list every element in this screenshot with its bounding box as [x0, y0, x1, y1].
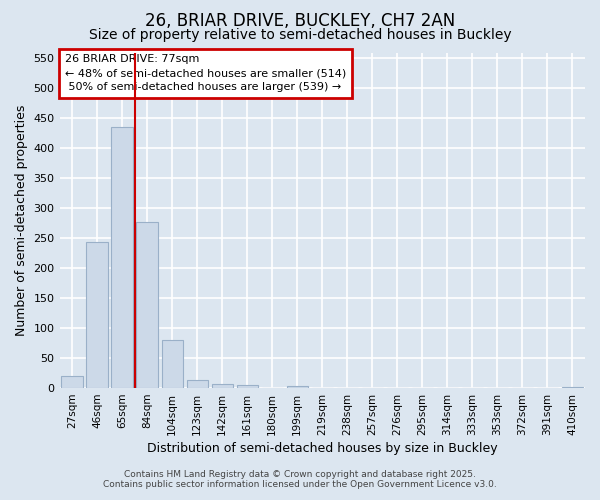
Text: 26, BRIAR DRIVE, BUCKLEY, CH7 2AN: 26, BRIAR DRIVE, BUCKLEY, CH7 2AN — [145, 12, 455, 30]
X-axis label: Distribution of semi-detached houses by size in Buckley: Distribution of semi-detached houses by … — [147, 442, 497, 455]
Bar — [112, 128, 133, 388]
Bar — [136, 222, 158, 388]
Bar — [86, 242, 108, 388]
Text: Size of property relative to semi-detached houses in Buckley: Size of property relative to semi-detach… — [89, 28, 511, 42]
Text: 26 BRIAR DRIVE: 77sqm
← 48% of semi-detached houses are smaller (514)
 50% of se: 26 BRIAR DRIVE: 77sqm ← 48% of semi-deta… — [65, 54, 346, 92]
Bar — [236, 385, 258, 388]
Bar — [212, 384, 233, 388]
Bar — [61, 376, 83, 388]
Y-axis label: Number of semi-detached properties: Number of semi-detached properties — [15, 104, 28, 336]
Bar — [287, 386, 308, 388]
Bar — [562, 387, 583, 388]
Bar — [187, 380, 208, 388]
Bar — [161, 340, 183, 388]
Text: Contains HM Land Registry data © Crown copyright and database right 2025.
Contai: Contains HM Land Registry data © Crown c… — [103, 470, 497, 489]
